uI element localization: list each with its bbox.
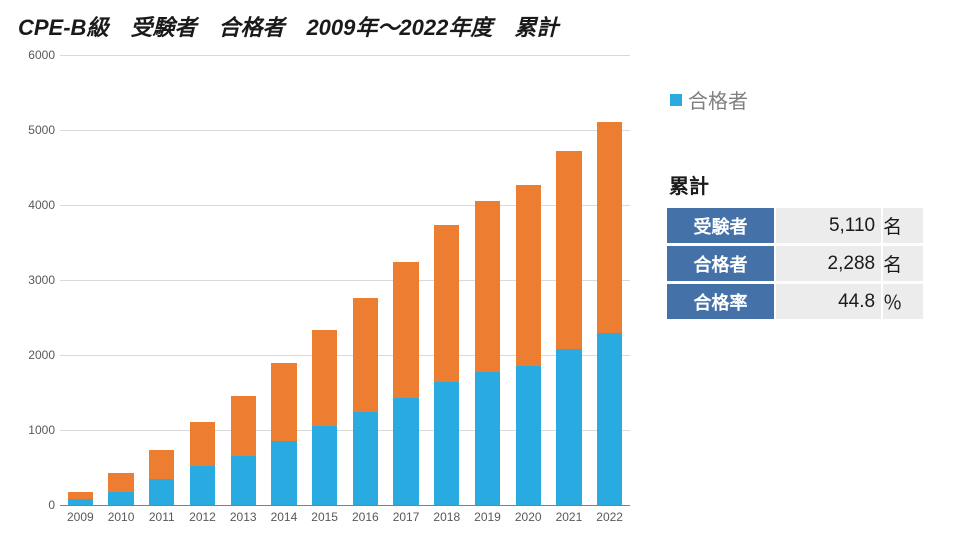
bar-segment-fail — [312, 330, 337, 426]
bar-segment-fail — [149, 450, 174, 479]
table-row: 合格率 44.8 ％ — [667, 284, 923, 319]
bar-segment-pass — [190, 466, 215, 505]
y-axis-tick: 0 — [10, 498, 55, 512]
bar-segment-pass — [149, 479, 174, 505]
grid-line — [60, 430, 630, 431]
bar-segment-fail — [190, 422, 215, 466]
x-axis-tick: 2010 — [108, 510, 135, 524]
grid-line — [60, 130, 630, 131]
bar-segment-pass — [597, 333, 622, 505]
bar-group — [556, 55, 581, 505]
bar-group — [393, 55, 418, 505]
bar-segment-fail — [231, 396, 256, 455]
chart: 0100020003000400050006000200920102011201… — [60, 55, 630, 505]
bar-segment-pass — [556, 349, 581, 505]
bar-segment-fail — [475, 201, 500, 372]
x-axis-tick: 2009 — [67, 510, 94, 524]
y-axis-tick: 4000 — [10, 198, 55, 212]
bar-group — [149, 55, 174, 505]
grid-line — [60, 205, 630, 206]
x-axis-tick: 2011 — [149, 510, 175, 524]
x-axis-tick: 2017 — [393, 510, 420, 524]
bar-segment-pass — [231, 456, 256, 506]
x-axis-tick: 2015 — [311, 510, 338, 524]
bar-segment-pass — [353, 412, 378, 505]
bar-segment-fail — [556, 151, 581, 349]
bar-group — [475, 55, 500, 505]
grid-line — [60, 355, 630, 356]
bar-segment-pass — [271, 441, 296, 505]
y-axis-tick: 1000 — [10, 423, 55, 437]
summary-unit: ％ — [883, 284, 923, 319]
table-row: 合格者 2,288 名 — [667, 246, 923, 281]
x-axis-tick: 2019 — [474, 510, 501, 524]
bar-group — [597, 55, 622, 505]
bar-segment-fail — [393, 262, 418, 398]
bar-segment-pass — [68, 499, 93, 505]
bar-segment-pass — [108, 492, 133, 506]
bar-group — [108, 55, 133, 505]
x-axis-tick: 2018 — [433, 510, 460, 524]
legend: 合格者 — [670, 85, 748, 114]
table-row: 受験者 5,110 名 — [667, 208, 923, 243]
bar-segment-fail — [597, 122, 622, 334]
summary-unit: 名 — [883, 246, 923, 281]
x-axis-tick: 2020 — [515, 510, 542, 524]
summary-value: 44.8 — [776, 284, 881, 319]
bar-segment-pass — [312, 426, 337, 505]
chart-plot: 0100020003000400050006000200920102011201… — [60, 55, 630, 505]
summary-unit: 名 — [883, 208, 923, 243]
summary-panel: 累計 受験者 5,110 名 合格者 2,288 名 合格率 44.8 ％ — [665, 170, 925, 322]
summary-label: 合格率 — [667, 284, 774, 319]
summary-label: 受験者 — [667, 208, 774, 243]
grid-line — [60, 280, 630, 281]
bar-group — [434, 55, 459, 505]
y-axis-tick: 3000 — [10, 273, 55, 287]
x-axis-tick: 2022 — [596, 510, 623, 524]
x-axis-tick: 2016 — [352, 510, 379, 524]
summary-table: 受験者 5,110 名 合格者 2,288 名 合格率 44.8 ％ — [665, 205, 925, 322]
legend-swatch — [670, 94, 682, 106]
bar-group — [190, 55, 215, 505]
x-axis-tick: 2021 — [556, 510, 583, 524]
bar-segment-pass — [393, 398, 418, 505]
bar-segment-fail — [516, 185, 541, 366]
bar-segment-pass — [475, 372, 500, 505]
bar-group — [271, 55, 296, 505]
x-axis-tick: 2012 — [189, 510, 216, 524]
bar-segment-fail — [271, 363, 296, 442]
summary-value: 2,288 — [776, 246, 881, 281]
bar-segment-fail — [68, 492, 93, 499]
legend-label: 合格者 — [688, 85, 748, 114]
bar-segment-fail — [108, 473, 133, 492]
bar-group — [68, 55, 93, 505]
bar-group — [516, 55, 541, 505]
page-title: CPE-B級 受験者 合格者 2009年～2022年度 累計 — [18, 10, 558, 42]
bar-segment-pass — [516, 366, 541, 506]
x-axis-tick: 2014 — [271, 510, 298, 524]
grid-line — [60, 55, 630, 56]
y-axis-tick: 2000 — [10, 348, 55, 362]
summary-label: 合格者 — [667, 246, 774, 281]
bar-segment-fail — [353, 298, 378, 412]
bar-segment-fail — [434, 225, 459, 382]
summary-value: 5,110 — [776, 208, 881, 243]
y-axis-tick: 6000 — [10, 48, 55, 62]
bar-group — [312, 55, 337, 505]
axis-baseline — [60, 505, 630, 506]
bar-group — [231, 55, 256, 505]
x-axis-tick: 2013 — [230, 510, 257, 524]
bar-segment-pass — [434, 382, 459, 505]
summary-title: 累計 — [669, 170, 925, 199]
y-axis-tick: 5000 — [10, 123, 55, 137]
bar-group — [353, 55, 378, 505]
